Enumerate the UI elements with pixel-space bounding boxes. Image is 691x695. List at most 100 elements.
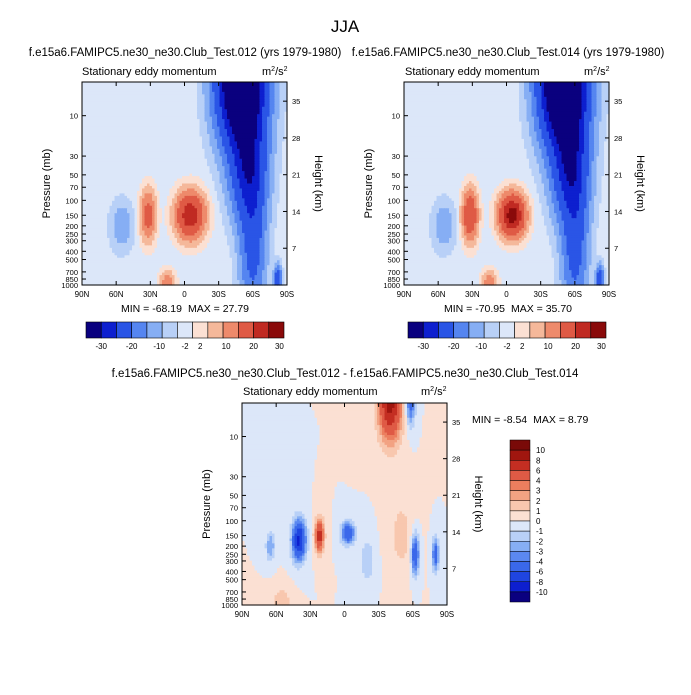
field-cell xyxy=(164,151,168,155)
field-cell xyxy=(97,89,101,93)
field-cell xyxy=(119,104,123,108)
field-cell xyxy=(112,168,116,172)
field-cell xyxy=(229,89,233,93)
field-cell xyxy=(227,96,231,100)
field-cell xyxy=(262,171,266,175)
field-cell xyxy=(282,143,286,147)
field-cell xyxy=(197,151,201,155)
field-cell xyxy=(144,94,148,98)
field-cell xyxy=(122,111,126,115)
field-cell xyxy=(174,178,178,182)
field-cell xyxy=(159,119,163,123)
field-cell xyxy=(147,161,151,165)
field-cell xyxy=(237,86,241,91)
field-cell xyxy=(152,129,156,133)
field-cell xyxy=(89,146,93,150)
field-cell xyxy=(99,121,103,125)
field-cell xyxy=(222,138,226,143)
field-cell xyxy=(219,178,223,182)
field-cell xyxy=(179,99,183,103)
field-cell xyxy=(222,106,226,110)
field-cell xyxy=(129,86,133,91)
field-cell xyxy=(227,166,231,170)
field-cell xyxy=(119,138,123,143)
field-cell xyxy=(149,158,153,162)
field-cell xyxy=(179,133,183,138)
field-cell xyxy=(252,131,256,135)
field-cell xyxy=(267,133,271,138)
field-cell xyxy=(227,171,231,175)
field-cell xyxy=(154,181,158,185)
field-cell xyxy=(112,109,116,113)
field-cell xyxy=(249,153,253,157)
field-cell xyxy=(179,94,183,98)
field-cell xyxy=(157,153,161,157)
field-cell xyxy=(124,124,128,128)
field-cell xyxy=(84,156,88,160)
field-cell xyxy=(204,86,208,91)
field-cell xyxy=(197,96,201,100)
field-cell xyxy=(259,133,263,138)
field-cell xyxy=(142,89,146,93)
field-cell xyxy=(129,129,133,133)
field-cell xyxy=(187,131,191,135)
field-cell xyxy=(197,104,201,108)
field-cell xyxy=(94,136,98,140)
field-cell xyxy=(249,171,253,175)
field-cell xyxy=(124,168,128,172)
field-cell xyxy=(262,101,266,105)
field-cell xyxy=(167,124,171,128)
field-cell xyxy=(87,94,91,98)
field-cell xyxy=(192,141,196,145)
field-cell xyxy=(147,166,151,170)
field-cell xyxy=(207,158,211,162)
field-cell xyxy=(92,94,96,98)
field-cell xyxy=(272,89,276,93)
field-cell xyxy=(272,94,276,98)
field-cell xyxy=(162,148,166,152)
field-cell xyxy=(92,176,96,180)
field-cell xyxy=(174,124,178,128)
field-cell xyxy=(282,126,286,130)
field-cell xyxy=(222,136,226,140)
field-cell xyxy=(189,91,193,95)
field-cell xyxy=(264,133,268,138)
field-cell xyxy=(187,156,191,160)
field-cell xyxy=(212,96,216,100)
field-cell xyxy=(112,148,116,152)
field-cell xyxy=(187,106,191,110)
field-cell xyxy=(107,156,111,160)
field-cell xyxy=(152,131,156,135)
field-cell xyxy=(194,183,198,187)
field-cell xyxy=(167,156,171,160)
field-cell xyxy=(184,153,188,157)
field-cell xyxy=(94,131,98,135)
field-cell xyxy=(274,84,278,88)
field-cell xyxy=(147,124,151,128)
field-cell xyxy=(92,126,96,130)
field-cell xyxy=(122,106,126,110)
field-cell xyxy=(282,104,286,108)
field-cell xyxy=(219,94,223,98)
field-cell xyxy=(109,166,113,170)
field-cell xyxy=(104,116,108,120)
field-cell xyxy=(207,181,211,185)
field-cell xyxy=(152,158,156,162)
field-cell xyxy=(217,163,221,167)
field-cell xyxy=(89,166,93,170)
field-cell xyxy=(267,161,271,165)
field-cell xyxy=(254,181,258,185)
field-cell xyxy=(164,148,168,152)
field-cell xyxy=(127,176,131,180)
field-cell xyxy=(277,161,281,165)
field-cell xyxy=(207,101,211,105)
field-cell xyxy=(142,129,146,133)
field-cell xyxy=(137,166,141,170)
field-cell xyxy=(284,178,288,182)
field-cell xyxy=(102,121,106,125)
field-cell xyxy=(284,171,288,175)
field-cell xyxy=(112,146,116,150)
field-cell xyxy=(234,126,238,130)
field-cell xyxy=(97,86,101,91)
field-cell xyxy=(159,143,163,147)
